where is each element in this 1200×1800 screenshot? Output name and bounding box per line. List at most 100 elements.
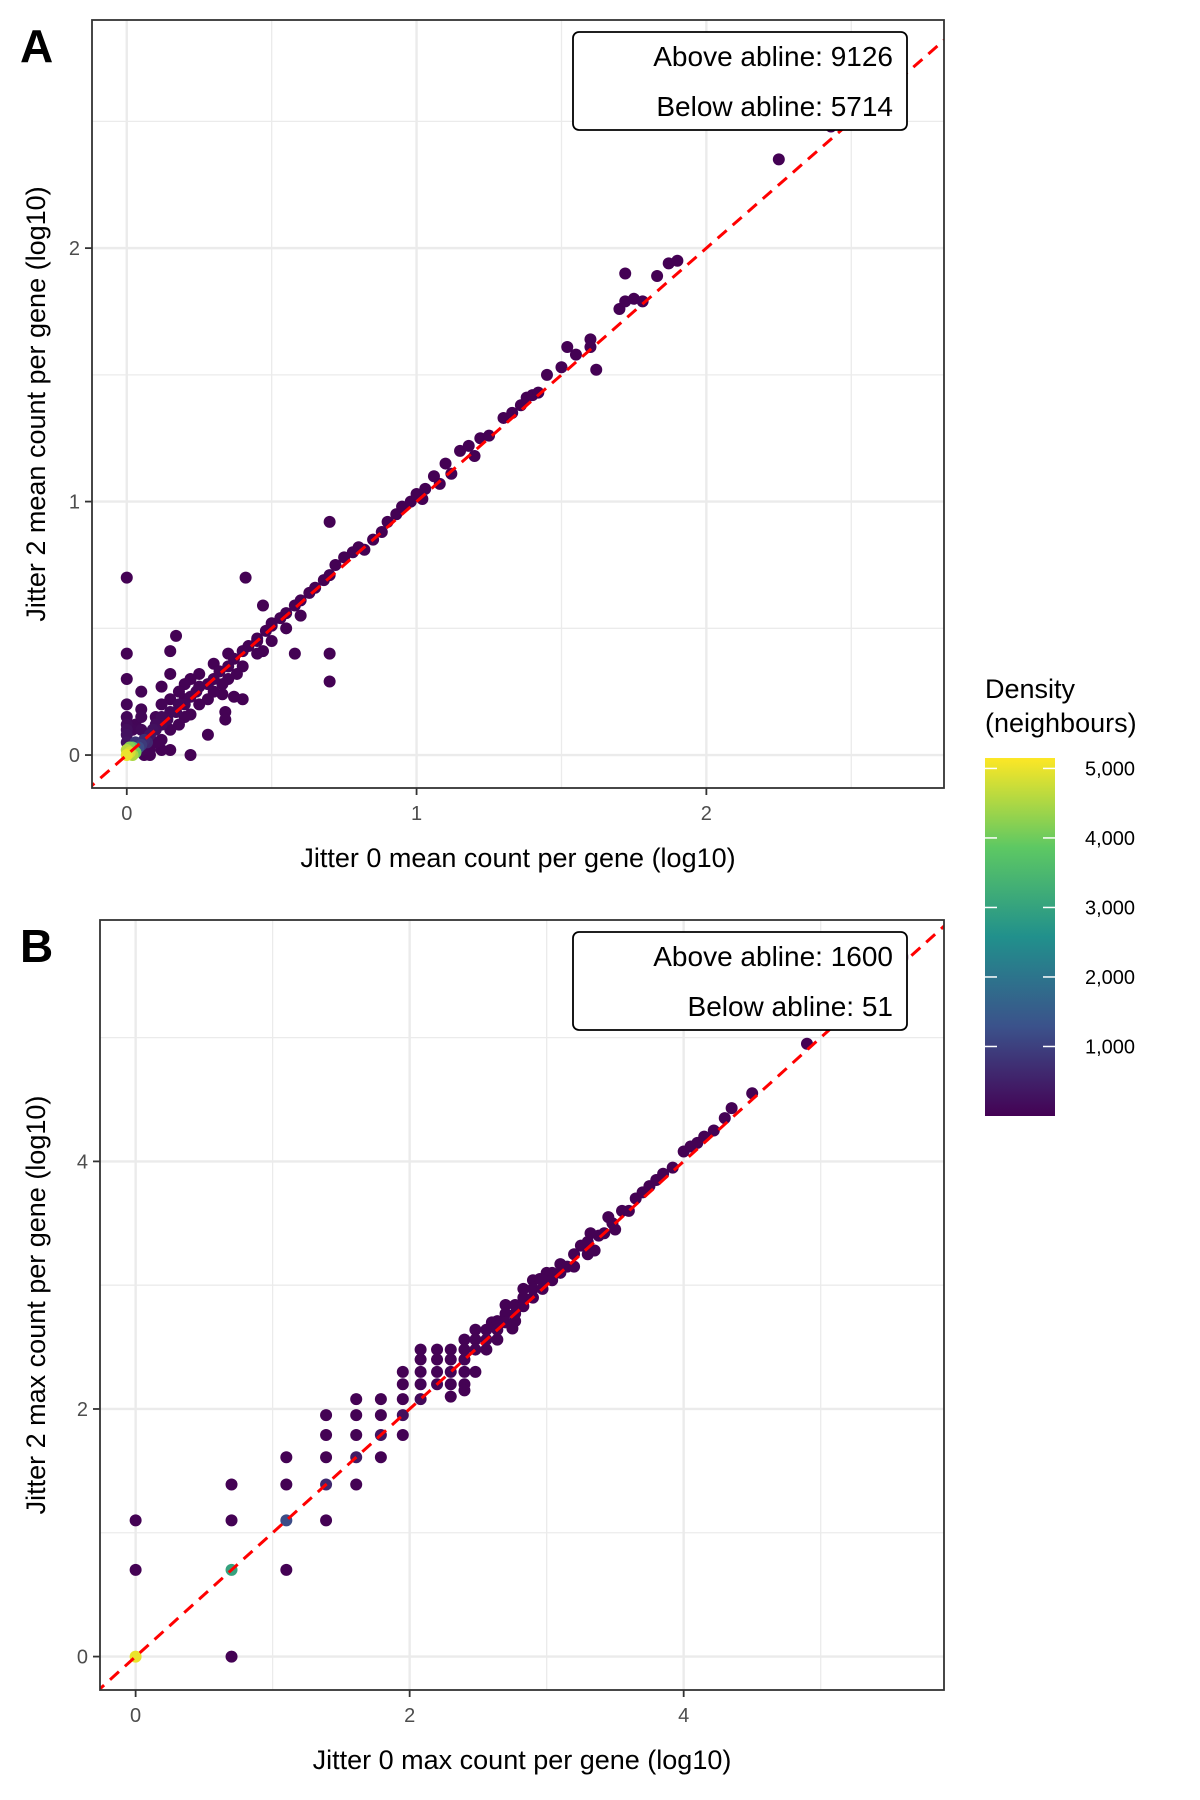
data-point: [444, 1390, 457, 1403]
x-tick-label: 2: [404, 1705, 415, 1727]
data-point: [431, 1343, 444, 1356]
data-point: [320, 1451, 333, 1464]
data-point: [444, 1378, 457, 1391]
panel-a-annotation-below: Below abline: 5714: [656, 91, 893, 122]
data-point: [651, 270, 664, 282]
data-point: [416, 493, 429, 506]
data-point: [193, 698, 206, 711]
data-point: [431, 1353, 444, 1366]
data-point: [414, 1343, 427, 1356]
data-point: [396, 1365, 409, 1378]
data-point: [201, 728, 214, 741]
legend-label: 2,000: [1085, 967, 1135, 989]
panel-b-annotation: Above abline: 1600 Below abline: 51: [572, 931, 908, 1031]
data-point: [155, 698, 168, 711]
data-point: [584, 333, 597, 346]
data-point: [120, 571, 133, 584]
data-point: [225, 1650, 238, 1663]
data-point: [396, 1378, 409, 1391]
data-point: [135, 685, 148, 698]
data-point: [526, 1282, 539, 1295]
panel-a: A 0 1 2 0 1 2 Above abline: 9126 Below abline…: [20, 19, 945, 873]
panel-a-gridlines: [92, 20, 944, 788]
panel-b: B 0 2 4 0 2 4 Above abline: 1600 Below abline…: [20, 919, 945, 1775]
y-tick-label: 0: [77, 1647, 88, 1669]
data-point: [280, 1563, 293, 1576]
data-point: [439, 457, 452, 470]
data-point: [350, 1428, 363, 1441]
data-point: [120, 698, 133, 711]
data-point: [414, 1378, 427, 1391]
data-point: [374, 1451, 387, 1464]
data-point: [480, 1343, 493, 1356]
data-point: [419, 482, 432, 495]
data-point: [323, 675, 336, 688]
panel-a-annotation-box: [572, 31, 908, 131]
data-point: [129, 1563, 142, 1576]
panel-letter-b: B: [20, 920, 53, 972]
data-point: [374, 1393, 387, 1406]
data-point: [129, 1514, 142, 1527]
data-point: [288, 647, 301, 660]
panel-a-abline: [92, 38, 944, 788]
data-point: [588, 1244, 601, 1257]
data-point: [725, 1102, 738, 1115]
data-point: [164, 693, 177, 706]
x-tick-label: 0: [121, 803, 132, 825]
data-point: [323, 647, 336, 660]
data-point: [201, 693, 214, 706]
data-point: [536, 1274, 549, 1287]
y-tick-label: 4: [77, 1151, 88, 1173]
data-point: [445, 467, 458, 480]
data-point: [469, 1333, 482, 1346]
panel-b-annotation-above: Above abline: 1600: [653, 941, 893, 972]
data-point: [120, 673, 133, 686]
data-point: [636, 295, 649, 308]
x-tick-label: 1: [411, 803, 422, 825]
legend-title-line2: (neighbours): [985, 708, 1137, 738]
data-point: [323, 515, 336, 528]
data-point: [219, 713, 232, 726]
data-point: [329, 558, 342, 571]
panel-b-plot-border: [99, 919, 945, 1691]
data-point: [216, 678, 229, 691]
data-point: [414, 1353, 427, 1366]
panel-b-annotation-below: Below abline: 51: [688, 991, 893, 1022]
data-point: [225, 1478, 238, 1491]
data-point: [517, 1291, 530, 1304]
data-point: [155, 680, 168, 693]
data-point: [228, 690, 240, 703]
panel-b-x-axis-title: Jitter 0 max count per gene (log10): [313, 1745, 732, 1775]
panel-b-gridlines: [100, 920, 944, 1690]
data-point: [396, 1428, 409, 1441]
data-point: [259, 624, 272, 637]
panel-b-y-axis-title: Jitter 2 max count per gene (log10): [21, 1096, 51, 1515]
data-point: [303, 586, 316, 599]
data-point: [458, 1384, 471, 1397]
data-point: [251, 647, 264, 660]
data-point: [164, 743, 177, 756]
data-point: [718, 1112, 731, 1125]
data-point: [433, 477, 446, 490]
data-point: [517, 1282, 530, 1295]
data-point: [569, 348, 582, 361]
data-point: [540, 368, 553, 381]
data-point: [170, 629, 183, 642]
legend-title-line1: Density: [985, 674, 1076, 704]
data-point: [274, 612, 287, 625]
data-point: [239, 571, 252, 584]
x-tick-label: 2: [701, 803, 712, 825]
data-point: [120, 647, 133, 660]
panel-a-points: [120, 49, 904, 762]
data-point: [172, 685, 185, 698]
data-point: [499, 1307, 512, 1320]
legend-colorbar: [985, 758, 1055, 1116]
data-point: [320, 1514, 333, 1527]
data-point: [374, 1409, 387, 1422]
data-point: [294, 609, 307, 622]
panel-a-ticks: 0 1 2 0 1 2: [69, 238, 712, 825]
data-point: [469, 1365, 482, 1378]
data-point: [317, 574, 330, 587]
data-point: [265, 634, 278, 647]
